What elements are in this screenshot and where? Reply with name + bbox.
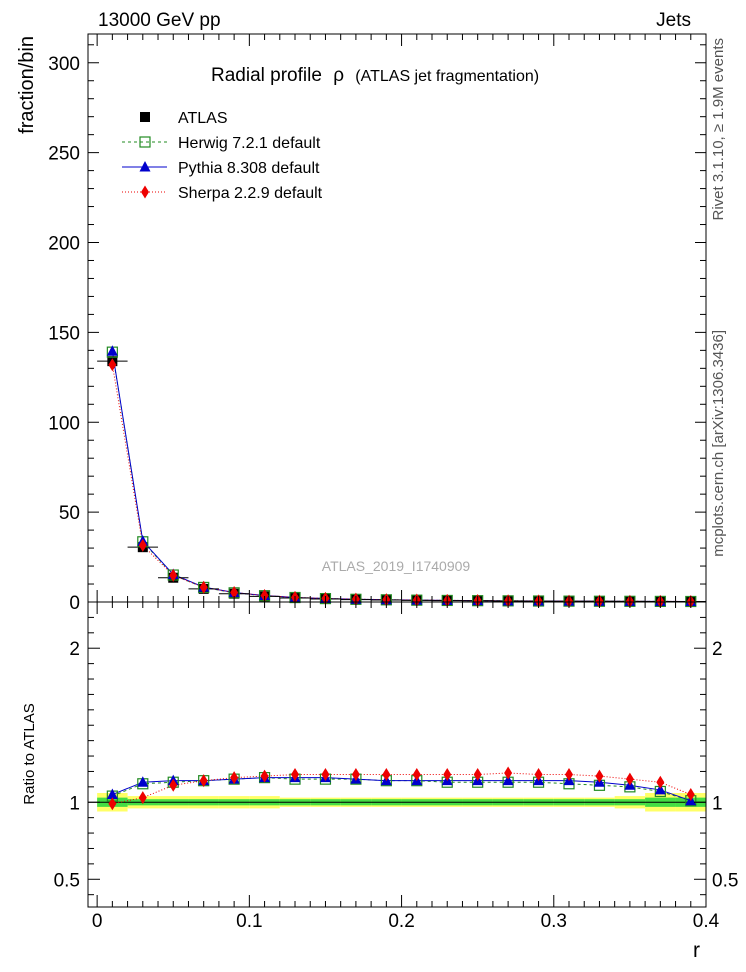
y-tick-label: 300 (48, 54, 80, 75)
ratio-point-3 (565, 768, 574, 782)
series-point-2 (106, 345, 118, 356)
ratio-point-3 (443, 768, 452, 782)
x-tick-label: 0.1 (236, 911, 262, 932)
main-y-axis: 0 50 100 150 200 250 300 (48, 44, 706, 614)
ratio-point-3 (382, 768, 391, 782)
main-panel: 0 50 100 150 200 250 300 fraction/bin Radial p… (16, 33, 707, 614)
ratio-point-3 (595, 769, 604, 783)
legend-marker (141, 185, 149, 199)
header-left: 13000 GeV pp (98, 10, 221, 31)
legend-marker (139, 136, 151, 148)
legend-label: ATLAS (178, 110, 228, 127)
series-point-3 (199, 580, 208, 594)
ratio-frame (87, 601, 707, 908)
x-tick-label: 0.3 (541, 911, 567, 932)
title-suffix: (ATLAS jet fragmentation) (355, 68, 539, 85)
y-tick-label: 200 (48, 234, 80, 255)
series-point-3 (260, 589, 269, 603)
ratio-point-2 (137, 776, 149, 787)
ratio-tick-label-right: 1 (712, 793, 723, 814)
x-tick-label: 0.2 (388, 911, 414, 932)
ratio-point-3 (321, 768, 330, 782)
ratio-point-3 (169, 778, 178, 792)
title-main: Radial profile (211, 65, 322, 86)
y-tick-label: 150 (48, 323, 80, 344)
chart-title: Radial profile ρ (ATLAS jet fragmentatio… (211, 65, 539, 86)
legend-label: Sherpa 2.2.9 default (178, 185, 323, 202)
ratio-point-2 (654, 783, 666, 795)
series-point-3 (138, 538, 147, 552)
x-tick-label: 0.4 (693, 911, 720, 932)
x-tick-label: 0 (92, 911, 103, 932)
legend-marker (139, 161, 151, 172)
ratio-point-3 (656, 775, 665, 789)
y-axis-label: fraction/bin (16, 36, 38, 134)
ratio-tick-label-right: 0.5 (712, 870, 738, 891)
ratio-point-3 (412, 768, 421, 782)
ratio-point-3 (260, 769, 269, 783)
ratio-point-3 (199, 774, 208, 788)
ratio-point-3 (534, 768, 543, 782)
ratio-point-3 (230, 771, 239, 785)
ratio-point-3 (138, 791, 147, 805)
series-point-3 (169, 568, 178, 582)
y-tick-label: 50 (59, 503, 80, 524)
mcplots-label: mcplots.cern.ch [arXiv:1306.3436] (710, 330, 727, 557)
ratio-plot-area (88, 766, 706, 812)
ratio-point-3 (108, 797, 117, 811)
x-axis: 0 0.1 0.2 0.3 0.4 (92, 602, 720, 932)
ratio-tick-label-right: 2 (712, 639, 723, 660)
ratio-point-3 (291, 768, 300, 782)
main-x-ticks (96, 34, 707, 602)
ratio-point-3 (473, 768, 482, 782)
y-tick-label: 100 (48, 413, 80, 434)
legend-label: Pythia 8.308 default (178, 160, 320, 177)
ratio-point-3 (504, 766, 513, 780)
series-point-3 (108, 358, 117, 372)
ratio-point-3 (625, 772, 634, 786)
ratio-tick-label: 2 (69, 639, 80, 660)
ratio-point-2 (106, 788, 118, 800)
ratio-point-2 (502, 774, 514, 786)
x-axis-label: r (693, 939, 700, 962)
ratio-point-3 (351, 768, 360, 782)
ratio-tick-label: 1 (69, 793, 80, 814)
y-tick-label: 0 (69, 593, 80, 614)
header-right: Jets (656, 10, 691, 31)
ratio-tick-label: 0.5 (54, 870, 80, 891)
ratio-y-axis: 0.5 0.5 1 1 2 2 (54, 616, 738, 896)
legend: ATLAS Herwig 7.2.1 default Pythia 8.308 de… (122, 110, 323, 202)
series-point-3 (230, 585, 239, 599)
legend-label: Herwig 7.2.1 default (178, 135, 321, 152)
analysis-tag: ATLAS_2019_I1740909 (322, 558, 471, 574)
ratio-point-3 (686, 788, 695, 802)
title-symbol: ρ (333, 65, 344, 86)
rivet-label: Rivet 3.1.10, ≥ 1.9M events (710, 38, 727, 221)
ratio-y-label: Ratio to ATLAS (21, 703, 38, 804)
ratio-panel: 0.5 0.51 12 2 0 0.1 0.2 0.3 0.4 Ratio to ATLAS … (21, 601, 738, 962)
legend-marker (140, 112, 150, 122)
y-tick-label: 250 (48, 144, 80, 165)
